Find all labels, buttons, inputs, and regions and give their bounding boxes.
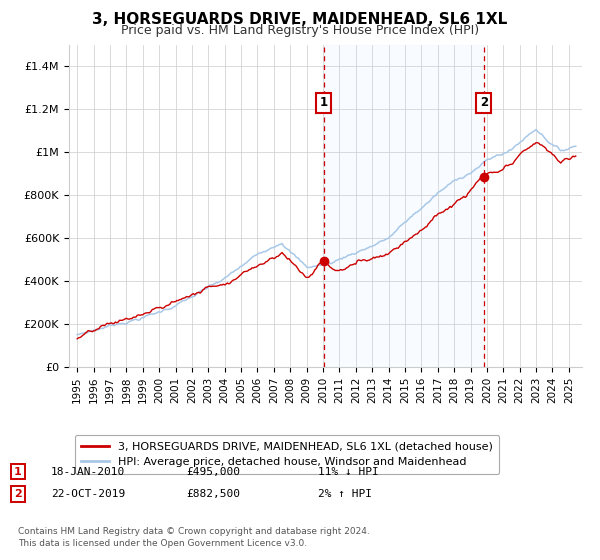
Text: 1: 1	[14, 466, 22, 477]
Text: 18-JAN-2010: 18-JAN-2010	[51, 466, 125, 477]
Text: Price paid vs. HM Land Registry's House Price Index (HPI): Price paid vs. HM Land Registry's House …	[121, 24, 479, 37]
Text: £882,500: £882,500	[186, 489, 240, 499]
Text: 2% ↑ HPI: 2% ↑ HPI	[318, 489, 372, 499]
Text: 3, HORSEGUARDS DRIVE, MAIDENHEAD, SL6 1XL: 3, HORSEGUARDS DRIVE, MAIDENHEAD, SL6 1X…	[92, 12, 508, 27]
Text: 11% ↓ HPI: 11% ↓ HPI	[318, 466, 379, 477]
Text: 2: 2	[480, 96, 488, 109]
Bar	[324, 45, 484, 367]
Text: £495,000: £495,000	[186, 466, 240, 477]
Text: 2: 2	[14, 489, 22, 499]
Text: 1: 1	[320, 96, 328, 109]
Legend: 3, HORSEGUARDS DRIVE, MAIDENHEAD, SL6 1XL (detached house), HPI: Average price, : 3, HORSEGUARDS DRIVE, MAIDENHEAD, SL6 1X…	[74, 435, 499, 474]
Text: Contains HM Land Registry data © Crown copyright and database right 2024.
This d: Contains HM Land Registry data © Crown c…	[18, 527, 370, 548]
Text: 22-OCT-2019: 22-OCT-2019	[51, 489, 125, 499]
